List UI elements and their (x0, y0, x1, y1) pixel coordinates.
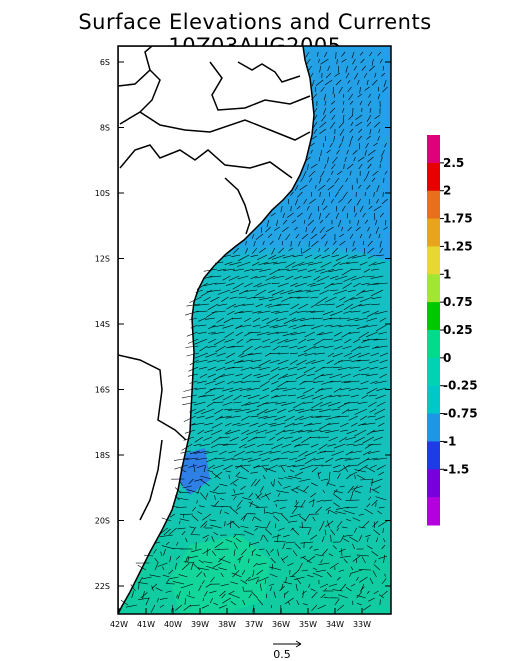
map-plot-area (118, 46, 391, 614)
colorbar-label: 0.75 (443, 295, 473, 309)
colorbar-swatch (427, 135, 440, 163)
colorbar-swatch (427, 497, 440, 525)
colorbar-swatch (427, 274, 440, 302)
colorbar-swatch (427, 330, 440, 358)
lat-label: 18S (95, 451, 110, 460)
lat-label: 16S (95, 386, 110, 395)
colorbar-label: -0.75 (443, 407, 478, 421)
lat-label: 10S (95, 189, 110, 198)
lat-label: 12S (95, 255, 110, 264)
colorbar-swatch (427, 358, 440, 386)
colorbar-swatch (427, 302, 440, 330)
colorbar-legend: 2.5 2 1.75 1.25 1 0.75 0.25 0 -0.25 -0.75 -1 -1.5 (427, 135, 478, 526)
colorbar-swatch (427, 219, 440, 247)
colorbar-swatch (427, 191, 440, 219)
colorbar-swatch (427, 414, 440, 442)
lon-label: 40W (164, 620, 182, 629)
lat-label: 6S (100, 58, 110, 67)
lon-label: 36W (272, 620, 290, 629)
lon-label: 39W (191, 620, 209, 629)
colorbar-label: 2.5 (443, 156, 464, 170)
lon-label: 37W (245, 620, 263, 629)
colorbar-label: 1.25 (443, 239, 473, 253)
lon-label: 38W (218, 620, 236, 629)
colorbar-label: 1.75 (443, 212, 473, 226)
lon-label: 35W (299, 620, 317, 629)
colorbar-label: 2 (443, 184, 451, 198)
colorbar-swatch (427, 441, 440, 469)
colorbar-swatch (427, 163, 440, 191)
lat-label: 20S (95, 517, 110, 526)
lon-label: 42W (110, 620, 128, 629)
colorbar-label: 0.25 (443, 323, 473, 337)
lon-label: 34W (326, 620, 344, 629)
lat-label: 8S (100, 124, 110, 133)
lat-label: 22S (95, 582, 110, 591)
reference-vector (273, 641, 301, 647)
colorbar-label: 0 (443, 351, 451, 365)
colorbar-label: 1 (443, 267, 451, 281)
colorbar-label: -0.25 (443, 379, 478, 393)
colorbar-swatch (427, 469, 440, 497)
colorbar-label: -1 (443, 434, 456, 448)
lon-label: 41W (137, 620, 155, 629)
lat-label: 14S (95, 320, 110, 329)
lon-label: 33W (353, 620, 371, 629)
colorbar-label: -1.5 (443, 462, 469, 476)
reference-vector-label: 0.5 (262, 648, 302, 661)
colorbar-swatch (427, 386, 440, 414)
colorbar-swatch (427, 246, 440, 274)
